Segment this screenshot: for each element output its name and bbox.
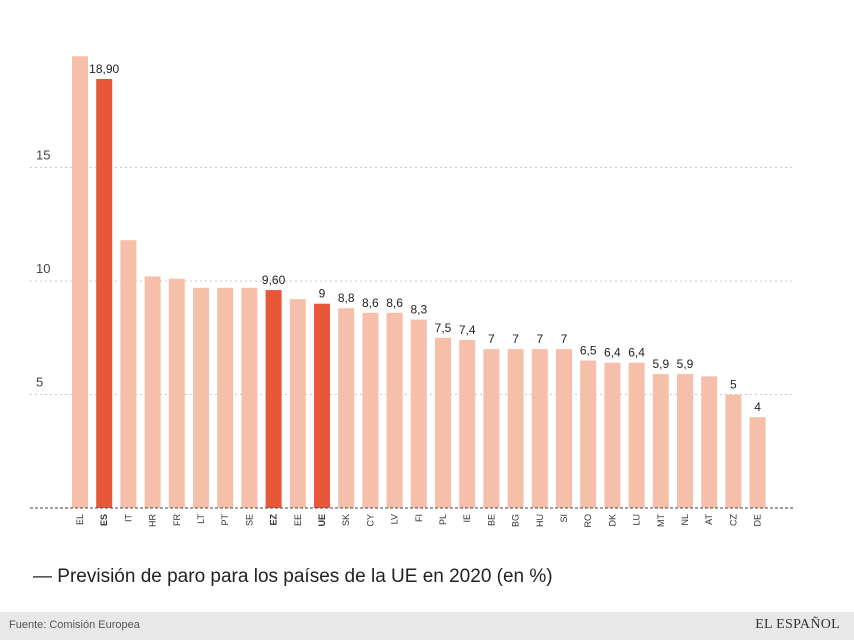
bar-FR	[168, 278, 185, 508]
bar-HU	[531, 349, 548, 508]
category-label-EZ: EZ	[269, 514, 279, 526]
value-label-SK: 8,8	[338, 291, 355, 305]
category-label-DE: DE	[753, 514, 763, 527]
value-label-DK: 6,4	[604, 346, 621, 360]
category-label-IT: IT	[123, 513, 133, 522]
category-label-PT: PT	[220, 514, 230, 526]
category-label-SI: SI	[559, 514, 569, 523]
category-label-CZ: CZ	[728, 514, 738, 526]
value-label-NL: 5,9	[677, 357, 694, 371]
y-tick-label-5: 5	[36, 375, 43, 390]
category-label-EL: EL	[75, 514, 85, 525]
title-text: Previsión de paro para los países de la …	[57, 566, 553, 587]
category-label-LV: LV	[390, 514, 400, 524]
value-label-MT: 5,9	[652, 357, 669, 371]
bar-LU	[628, 362, 645, 508]
category-label-LU: LU	[632, 514, 642, 526]
category-label-HR: HR	[148, 514, 158, 527]
brand-logo: EL ESPAÑOL	[755, 617, 840, 632]
bar-DE	[749, 417, 766, 508]
category-label-MT: MT	[656, 514, 666, 527]
category-label-NL: NL	[680, 514, 690, 526]
bar-chart: 5 10 15 EL 18,90 ES IT HR FR LT PT SE 9,60 EZ EE 9 UE 8,8…	[30, 56, 795, 528]
bar-EL	[72, 56, 88, 509]
bar-SI	[556, 349, 572, 508]
category-label-UE: UE	[317, 514, 327, 527]
footer-bar: Fuente: Comisión Europea EL ESPAÑOL	[0, 612, 854, 640]
category-label-FI: FI	[414, 514, 424, 522]
y-tick-label-10: 10	[36, 261, 50, 276]
category-label-LT: LT	[196, 514, 206, 524]
value-label-CY: 8,6	[362, 296, 379, 310]
value-label-ES: 18,90	[89, 62, 119, 76]
category-label-PL: PL	[438, 514, 448, 525]
bar-NL	[677, 374, 693, 508]
value-label-DE: 4	[754, 400, 761, 414]
bar-FI	[410, 319, 427, 508]
source-text: Fuente: Comisión Europea	[9, 619, 140, 631]
value-label-CZ: 5	[730, 378, 737, 392]
bar-HR	[144, 276, 161, 508]
category-label-BG: BG	[511, 514, 521, 527]
bar-PT	[217, 287, 234, 508]
bar-UE	[314, 303, 330, 508]
bar-CZ	[725, 394, 742, 508]
category-label-SE: SE	[244, 514, 254, 526]
bar-CY	[362, 312, 379, 508]
category-label-ES: ES	[99, 514, 109, 526]
category-label-FR: FR	[172, 514, 182, 526]
bar-IT	[120, 240, 137, 508]
value-label-RO: 6,5	[580, 343, 597, 357]
bar-LT	[193, 287, 209, 508]
category-label-AT: AT	[704, 514, 714, 525]
value-label-PL: 7,5	[435, 321, 452, 335]
category-label-EE: EE	[293, 514, 303, 526]
category-label-RO: RO	[583, 514, 593, 528]
value-label-UE: 9	[319, 287, 326, 301]
value-label-LU: 6,4	[628, 346, 645, 360]
y-tick-label-15: 15	[36, 148, 50, 163]
category-label-CY: CY	[365, 514, 375, 527]
category-label-IE: IE	[462, 514, 472, 523]
bar-SK	[338, 308, 355, 508]
bar-BG	[507, 349, 524, 508]
value-label-HU: 7	[536, 332, 543, 346]
bar-ES	[96, 78, 113, 508]
value-label-BE: 7	[488, 332, 495, 346]
category-label-BE: BE	[486, 514, 496, 526]
value-label-LV: 8,6	[386, 296, 403, 310]
bar-SE	[241, 287, 258, 508]
category-label-HU: HU	[535, 514, 545, 527]
bar-LV	[386, 312, 403, 508]
category-label-DK: DK	[607, 514, 617, 527]
bar-RO	[580, 360, 597, 508]
bar-EZ	[265, 290, 282, 508]
category-label-SK: SK	[341, 514, 351, 526]
value-label-SI: 7	[561, 332, 568, 346]
value-label-EZ: 9,60	[262, 273, 286, 287]
bar-IE	[459, 340, 476, 508]
bar-PL	[435, 337, 451, 508]
bar-AT	[701, 376, 718, 508]
bar-EE	[289, 299, 306, 508]
bar-BE	[483, 349, 500, 508]
chart-title: — Previsión de paro para los países de l…	[33, 566, 553, 588]
value-label-IE: 7,4	[459, 323, 476, 337]
bar-MT	[652, 374, 669, 508]
value-label-BG: 7	[512, 332, 519, 346]
bar-DK	[604, 362, 621, 508]
title-dash: —	[33, 566, 52, 587]
value-label-FI: 8,3	[410, 303, 427, 317]
